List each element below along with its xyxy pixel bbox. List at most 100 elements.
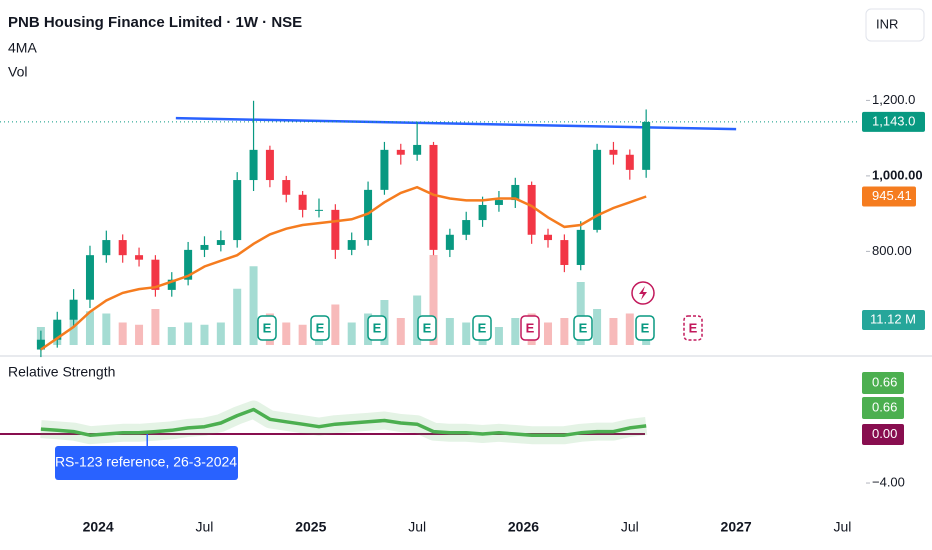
rs-title: Relative Strength — [8, 364, 115, 380]
candle-body — [265, 149, 274, 181]
currency-button[interactable] — [865, 8, 925, 42]
candle-body — [494, 200, 503, 205]
volume-legend[interactable]: Vol — [8, 64, 27, 80]
candle-body — [314, 209, 323, 211]
volume-bar — [593, 309, 602, 345]
candle-body — [625, 154, 634, 170]
volume-bar — [200, 324, 209, 345]
candle-body — [167, 279, 176, 290]
x-tick-label: 2027 — [721, 519, 752, 535]
volume-bar — [233, 288, 242, 345]
x-tick-label: Jul — [834, 519, 852, 535]
y-tick-label: 1,200.0 — [872, 92, 915, 107]
earnings-marker[interactable] — [417, 315, 437, 341]
candle-body — [347, 240, 356, 250]
x-tick-label: Jul — [621, 519, 639, 535]
candle-body — [364, 189, 373, 241]
candle-body — [544, 234, 553, 241]
rs-value-box — [862, 397, 904, 419]
candle-body — [85, 255, 94, 300]
candle-body — [560, 240, 569, 265]
volume-bar — [151, 309, 160, 345]
earnings-label: E — [579, 320, 588, 335]
candle-body — [53, 319, 62, 340]
candle-body — [511, 184, 520, 201]
volume-bar — [445, 318, 454, 345]
earnings-label: E — [423, 320, 432, 335]
ma-line — [40, 185, 647, 351]
earnings-label: E — [373, 320, 382, 335]
candle-body — [216, 240, 225, 245]
volume-bar — [396, 318, 405, 345]
candle-body — [396, 149, 405, 155]
volume-bar — [184, 322, 193, 345]
volume-bar — [625, 313, 634, 345]
candle-body — [413, 144, 422, 155]
volume-value-label: 11.12 M — [870, 311, 916, 326]
volume-bar — [429, 255, 438, 345]
candle-body — [249, 149, 258, 181]
earnings-marker[interactable] — [257, 315, 277, 341]
last-price-box — [862, 111, 925, 132]
candle-body — [445, 234, 454, 250]
volume-bar — [462, 322, 471, 345]
candle-body — [282, 180, 291, 195]
earnings-label: E — [526, 320, 535, 335]
earnings-marker[interactable] — [573, 315, 593, 341]
annotation-box[interactable] — [55, 446, 238, 480]
ma-value-label: 945.41 — [872, 188, 912, 203]
y-tick-label: 1,000.00 — [872, 167, 923, 182]
candle-body — [135, 255, 144, 260]
rs-value-box — [862, 372, 904, 394]
earnings-marker[interactable] — [635, 315, 655, 341]
candle-body — [184, 249, 193, 280]
earnings-label: E — [316, 320, 325, 335]
volume-bar — [85, 311, 94, 345]
x-tick-label: Jul — [408, 519, 426, 535]
candle-body — [478, 204, 487, 221]
candle-body — [118, 240, 127, 256]
volume-bar — [135, 324, 144, 345]
volume-bar — [282, 322, 291, 345]
volume-bar — [413, 295, 422, 345]
earnings-marker[interactable] — [367, 315, 387, 341]
volume-bar — [102, 313, 111, 345]
candle-body — [593, 149, 602, 230]
volume-bar — [118, 322, 127, 345]
candle-body — [642, 121, 651, 170]
candle-body — [429, 144, 438, 250]
candle-body — [233, 180, 242, 241]
candle-body — [331, 209, 340, 250]
volume-value-box — [862, 309, 925, 330]
volume-bar — [331, 304, 340, 345]
candle-body — [36, 339, 45, 350]
rs-value-label: 0.66 — [872, 399, 897, 414]
x-tick-label: Jul — [196, 519, 214, 535]
ma-legend[interactable]: 4MA — [8, 40, 37, 56]
volume-bar — [511, 318, 520, 345]
last-price-label: 1,143.0 — [872, 113, 915, 128]
candle-body — [102, 240, 111, 256]
volume-bar — [298, 324, 307, 345]
x-tick-label: 2025 — [295, 519, 326, 535]
chart-title: PNB Housing Finance Limited · 1W · NSE — [8, 14, 302, 31]
ma-value-box — [862, 186, 916, 207]
candle-body — [298, 194, 307, 210]
earnings-marker[interactable] — [472, 315, 492, 341]
earnings-label: E — [689, 320, 698, 335]
y-tick-label: −4.00 — [872, 474, 905, 489]
volume-bar — [249, 266, 258, 345]
x-tick-label: 2024 — [83, 519, 114, 535]
earnings-marker[interactable] — [683, 315, 703, 341]
flash-icon[interactable] — [631, 281, 655, 305]
earnings-marker[interactable] — [520, 315, 540, 341]
y-tick-label: 800.00 — [872, 243, 912, 258]
earnings-marker[interactable] — [310, 315, 330, 341]
volume-bar — [494, 327, 503, 345]
annotation-label: RS-123 reference, 26-3-2024 — [55, 454, 237, 470]
volume-bar — [576, 282, 585, 345]
candle-body — [527, 184, 536, 235]
candle-body — [200, 244, 209, 250]
currency-label: INR — [876, 16, 898, 31]
